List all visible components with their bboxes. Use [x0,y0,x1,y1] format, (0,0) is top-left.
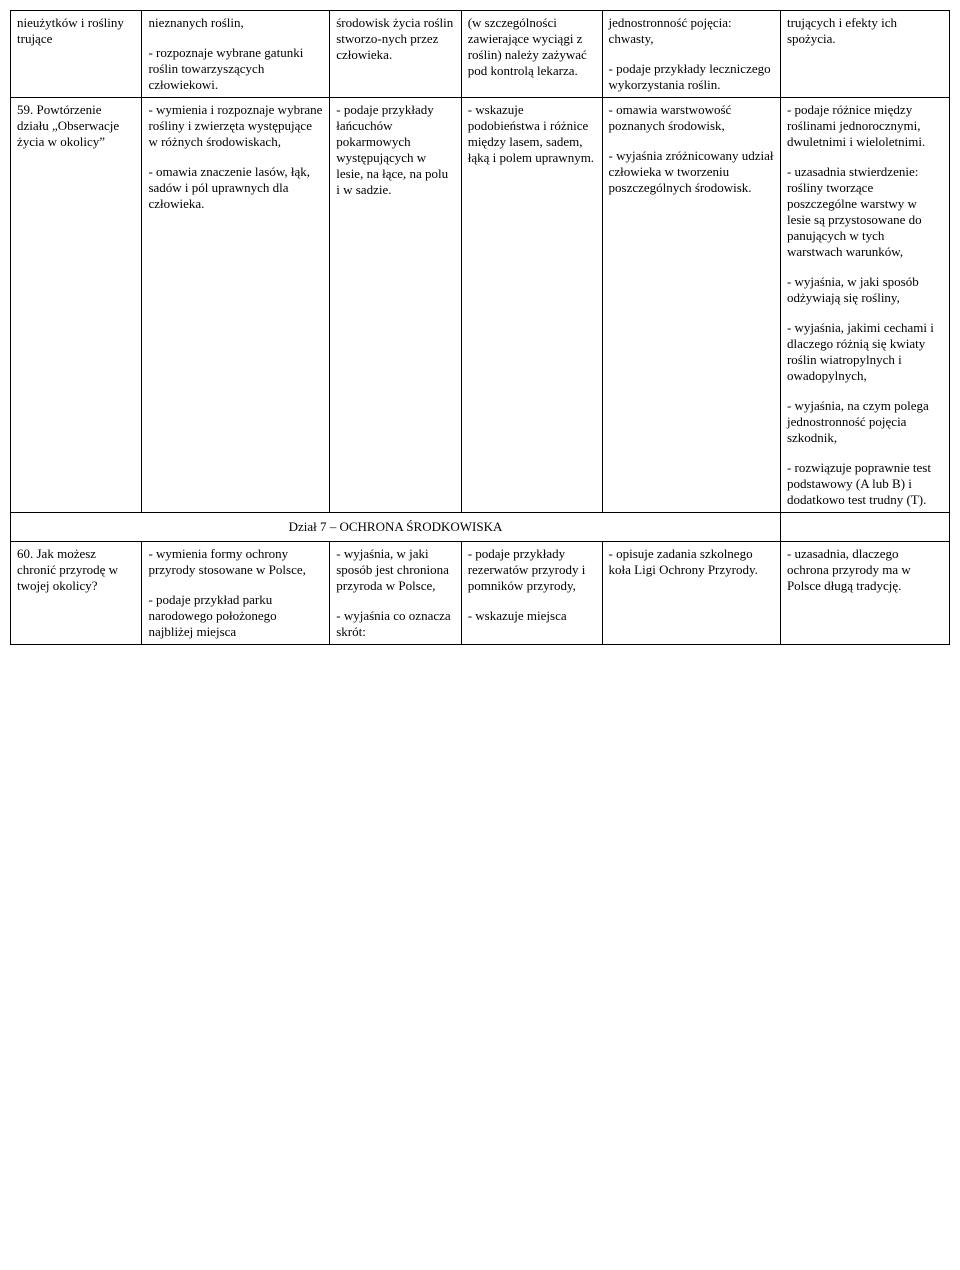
cell-text: - opisuje zadania szkolnego koła Ligi Oc… [609,546,774,578]
cell: - wyjaśnia, w jaki sposób jest chroniona… [330,542,461,645]
table-row: 60. Jak możesz chronić przyrodę w twojej… [11,542,950,645]
cell: trujących i efekty ich spożycia. [780,11,949,98]
cell-text: - omawia warstwowość poznanych środowisk… [609,102,774,134]
cell-text: - uzasadnia, dlaczego ochrona przyrody m… [787,546,943,594]
cell: (w szczególności zawierające wyciągi z r… [461,11,602,98]
cell-text: - uzasadnia stwierdzenie: rośliny tworzą… [787,164,943,260]
cell-text: środowisk życia roślin stworzo-nych prze… [336,15,454,63]
cell: środowisk życia roślin stworzo-nych prze… [330,11,461,98]
cell: - omawia warstwowość poznanych środowisk… [602,98,780,513]
cell [780,513,949,542]
cell: - podaje przykłady łańcuchów pokarmowych… [330,98,461,513]
cell: - wymienia formy ochrony przyrody stosow… [142,542,330,645]
cell-text: 59. Powtórzenie działu „Obserwacje życia… [17,102,135,150]
cell-text: (w szczególności zawierające wyciągi z r… [468,15,596,79]
cell: - podaje różnice między roślinami jednor… [780,98,949,513]
cell-text: - wymienia formy ochrony przyrody stosow… [148,546,323,578]
cell-text: - rozpoznaje wybrane gatunki roślin towa… [148,45,323,93]
cell-text: - wskazuje miejsca [468,608,596,624]
cell-text: nieznanych roślin, [148,15,323,31]
cell-text: - wskazuje podobieństwa i różnice między… [468,102,596,166]
cell: 60. Jak możesz chronić przyrodę w twojej… [11,542,142,645]
cell-text: - podaje przykłady łańcuchów pokarmowych… [336,102,454,198]
cell: - podaje przykłady rezerwatów przyrody i… [461,542,602,645]
cell: - opisuje zadania szkolnego koła Ligi Oc… [602,542,780,645]
cell-text: - wyjaśnia, w jaki sposób odżywiają się … [787,274,943,306]
cell-text: - podaje przykłady rezerwatów przyrody i… [468,546,596,594]
cell-text: jednostronność pojęcia: chwasty, [609,15,774,47]
cell-text: trujących i efekty ich spożycia. [787,15,943,47]
cell: - wymienia i rozpoznaje wybrane rośliny … [142,98,330,513]
cell: - wskazuje podobieństwa i różnice między… [461,98,602,513]
cell-text: - podaje przykłady leczniczego wykorzyst… [609,61,774,93]
curriculum-table: nieużytków i rośliny trujące nieznanych … [10,10,950,645]
section-title: Dział 7 – OCHRONA ŚRODKOWISKA [289,519,503,534]
cell-text: - podaje różnice między roślinami jednor… [787,102,943,150]
cell: nieużytków i rośliny trujące [11,11,142,98]
cell-text: - podaje przykład parku narodowego położ… [148,592,323,640]
cell-text: - wyjaśnia zróżnicowany udział człowieka… [609,148,774,196]
table-row: nieużytków i rośliny trujące nieznanych … [11,11,950,98]
cell-text: 60. Jak możesz chronić przyrodę w twojej… [17,546,135,594]
cell-text: nieużytków i rośliny trujące [17,15,135,47]
cell: - uzasadnia, dlaczego ochrona przyrody m… [780,542,949,645]
cell: nieznanych roślin, - rozpoznaje wybrane … [142,11,330,98]
section-header-cell: Dział 7 – OCHRONA ŚRODKOWISKA [11,513,781,542]
cell-text: - wyjaśnia, na czym polega jednostronnoś… [787,398,943,446]
section-header-row: Dział 7 – OCHRONA ŚRODKOWISKA [11,513,950,542]
table-row: 59. Powtórzenie działu „Obserwacje życia… [11,98,950,513]
cell-text: - omawia znaczenie lasów, łąk, sadów i p… [148,164,323,212]
cell-text: - wymienia i rozpoznaje wybrane rośliny … [148,102,323,150]
cell-text: - wyjaśnia, w jaki sposób jest chroniona… [336,546,454,594]
cell: jednostronność pojęcia: chwasty, - podaj… [602,11,780,98]
cell-text: - rozwiązuje poprawnie test podstawowy (… [787,460,943,508]
cell-text: - wyjaśnia co oznacza skrót: [336,608,454,640]
cell: 59. Powtórzenie działu „Obserwacje życia… [11,98,142,513]
cell-text: - wyjaśnia, jakimi cechami i dlaczego ró… [787,320,943,384]
